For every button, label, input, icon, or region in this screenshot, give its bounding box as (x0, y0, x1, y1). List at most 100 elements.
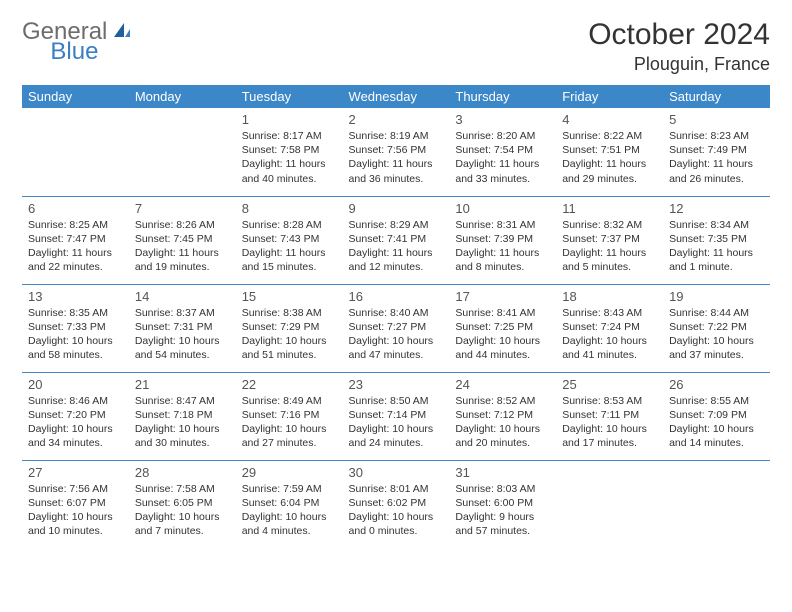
sunset-text: Sunset: 6:04 PM (242, 496, 337, 510)
day-number: 16 (349, 289, 444, 304)
day-number: 26 (669, 377, 764, 392)
day-number: 7 (135, 201, 230, 216)
sunrise-text: Sunrise: 8:44 AM (669, 306, 764, 320)
sunrise-text: Sunrise: 8:31 AM (455, 218, 550, 232)
daylight-text: Daylight: 11 hours and 22 minutes. (28, 246, 123, 274)
daylight-text: Daylight: 11 hours and 12 minutes. (349, 246, 444, 274)
day-number: 25 (562, 377, 657, 392)
calendar-cell: 27Sunrise: 7:56 AMSunset: 6:07 PMDayligh… (22, 460, 129, 548)
sunset-text: Sunset: 7:09 PM (669, 408, 764, 422)
sunset-text: Sunset: 7:12 PM (455, 408, 550, 422)
calendar-cell: 7Sunrise: 8:26 AMSunset: 7:45 PMDaylight… (129, 196, 236, 284)
header: General Blue October 2024 Plouguin, Fran… (22, 18, 770, 75)
daylight-text: Daylight: 10 hours and 17 minutes. (562, 422, 657, 450)
day-header: Friday (556, 85, 663, 108)
sunset-text: Sunset: 7:49 PM (669, 143, 764, 157)
daylight-text: Daylight: 11 hours and 26 minutes. (669, 157, 764, 185)
day-number: 6 (28, 201, 123, 216)
calendar-cell: 23Sunrise: 8:50 AMSunset: 7:14 PMDayligh… (343, 372, 450, 460)
calendar-cell (663, 460, 770, 548)
sunrise-text: Sunrise: 8:23 AM (669, 129, 764, 143)
sunrise-text: Sunrise: 8:52 AM (455, 394, 550, 408)
daylight-text: Daylight: 10 hours and 27 minutes. (242, 422, 337, 450)
day-number: 1 (242, 112, 337, 127)
month-title: October 2024 (588, 18, 770, 52)
daylight-text: Daylight: 11 hours and 15 minutes. (242, 246, 337, 274)
sunset-text: Sunset: 7:54 PM (455, 143, 550, 157)
daylight-text: Daylight: 10 hours and 34 minutes. (28, 422, 123, 450)
sunset-text: Sunset: 7:37 PM (562, 232, 657, 246)
day-header-row: Sunday Monday Tuesday Wednesday Thursday… (22, 85, 770, 108)
sunrise-text: Sunrise: 7:59 AM (242, 482, 337, 496)
calendar-cell (22, 108, 129, 196)
day-number: 22 (242, 377, 337, 392)
sunset-text: Sunset: 7:33 PM (28, 320, 123, 334)
day-number: 9 (349, 201, 444, 216)
daylight-text: Daylight: 10 hours and 47 minutes. (349, 334, 444, 362)
sunset-text: Sunset: 7:24 PM (562, 320, 657, 334)
calendar-cell: 13Sunrise: 8:35 AMSunset: 7:33 PMDayligh… (22, 284, 129, 372)
calendar-cell: 4Sunrise: 8:22 AMSunset: 7:51 PMDaylight… (556, 108, 663, 196)
daylight-text: Daylight: 10 hours and 30 minutes. (135, 422, 230, 450)
day-number: 30 (349, 465, 444, 480)
calendar-cell: 22Sunrise: 8:49 AMSunset: 7:16 PMDayligh… (236, 372, 343, 460)
daylight-text: Daylight: 11 hours and 36 minutes. (349, 157, 444, 185)
calendar-cell: 29Sunrise: 7:59 AMSunset: 6:04 PMDayligh… (236, 460, 343, 548)
calendar-cell: 9Sunrise: 8:29 AMSunset: 7:41 PMDaylight… (343, 196, 450, 284)
calendar-cell: 31Sunrise: 8:03 AMSunset: 6:00 PMDayligh… (449, 460, 556, 548)
sunrise-text: Sunrise: 8:41 AM (455, 306, 550, 320)
calendar-cell: 11Sunrise: 8:32 AMSunset: 7:37 PMDayligh… (556, 196, 663, 284)
sunrise-text: Sunrise: 8:19 AM (349, 129, 444, 143)
calendar-cell: 16Sunrise: 8:40 AMSunset: 7:27 PMDayligh… (343, 284, 450, 372)
sunset-text: Sunset: 7:16 PM (242, 408, 337, 422)
day-number: 15 (242, 289, 337, 304)
day-number: 11 (562, 201, 657, 216)
daylight-text: Daylight: 11 hours and 33 minutes. (455, 157, 550, 185)
sunrise-text: Sunrise: 8:38 AM (242, 306, 337, 320)
day-number: 4 (562, 112, 657, 127)
calendar-cell: 15Sunrise: 8:38 AMSunset: 7:29 PMDayligh… (236, 284, 343, 372)
day-header: Tuesday (236, 85, 343, 108)
daylight-text: Daylight: 11 hours and 40 minutes. (242, 157, 337, 185)
sunset-text: Sunset: 7:22 PM (669, 320, 764, 334)
daylight-text: Daylight: 11 hours and 1 minute. (669, 246, 764, 274)
day-number: 24 (455, 377, 550, 392)
day-number: 13 (28, 289, 123, 304)
sunset-text: Sunset: 7:29 PM (242, 320, 337, 334)
sunrise-text: Sunrise: 8:46 AM (28, 394, 123, 408)
day-number: 23 (349, 377, 444, 392)
sunrise-text: Sunrise: 8:47 AM (135, 394, 230, 408)
day-header: Monday (129, 85, 236, 108)
logo-sail-icon (112, 21, 132, 44)
logo: General Blue (22, 18, 184, 46)
day-number: 28 (135, 465, 230, 480)
day-header: Wednesday (343, 85, 450, 108)
sunrise-text: Sunrise: 8:03 AM (455, 482, 550, 496)
sunrise-text: Sunrise: 8:17 AM (242, 129, 337, 143)
sunset-text: Sunset: 7:14 PM (349, 408, 444, 422)
sunset-text: Sunset: 7:31 PM (135, 320, 230, 334)
calendar-cell (556, 460, 663, 548)
day-number: 19 (669, 289, 764, 304)
day-number: 21 (135, 377, 230, 392)
daylight-text: Daylight: 11 hours and 8 minutes. (455, 246, 550, 274)
sunrise-text: Sunrise: 8:34 AM (669, 218, 764, 232)
sunset-text: Sunset: 7:56 PM (349, 143, 444, 157)
daylight-text: Daylight: 10 hours and 20 minutes. (455, 422, 550, 450)
sunset-text: Sunset: 7:18 PM (135, 408, 230, 422)
sunrise-text: Sunrise: 8:37 AM (135, 306, 230, 320)
calendar-cell: 12Sunrise: 8:34 AMSunset: 7:35 PMDayligh… (663, 196, 770, 284)
sunset-text: Sunset: 7:39 PM (455, 232, 550, 246)
daylight-text: Daylight: 10 hours and 44 minutes. (455, 334, 550, 362)
location: Plouguin, France (588, 54, 770, 75)
day-number: 3 (455, 112, 550, 127)
calendar-cell: 1Sunrise: 8:17 AMSunset: 7:58 PMDaylight… (236, 108, 343, 196)
logo-blue: Blue (50, 38, 98, 66)
sunrise-text: Sunrise: 8:50 AM (349, 394, 444, 408)
sunrise-text: Sunrise: 7:58 AM (135, 482, 230, 496)
sunset-text: Sunset: 7:11 PM (562, 408, 657, 422)
calendar-week: 6Sunrise: 8:25 AMSunset: 7:47 PMDaylight… (22, 196, 770, 284)
calendar-table: Sunday Monday Tuesday Wednesday Thursday… (22, 85, 770, 548)
day-header: Thursday (449, 85, 556, 108)
calendar-cell: 10Sunrise: 8:31 AMSunset: 7:39 PMDayligh… (449, 196, 556, 284)
